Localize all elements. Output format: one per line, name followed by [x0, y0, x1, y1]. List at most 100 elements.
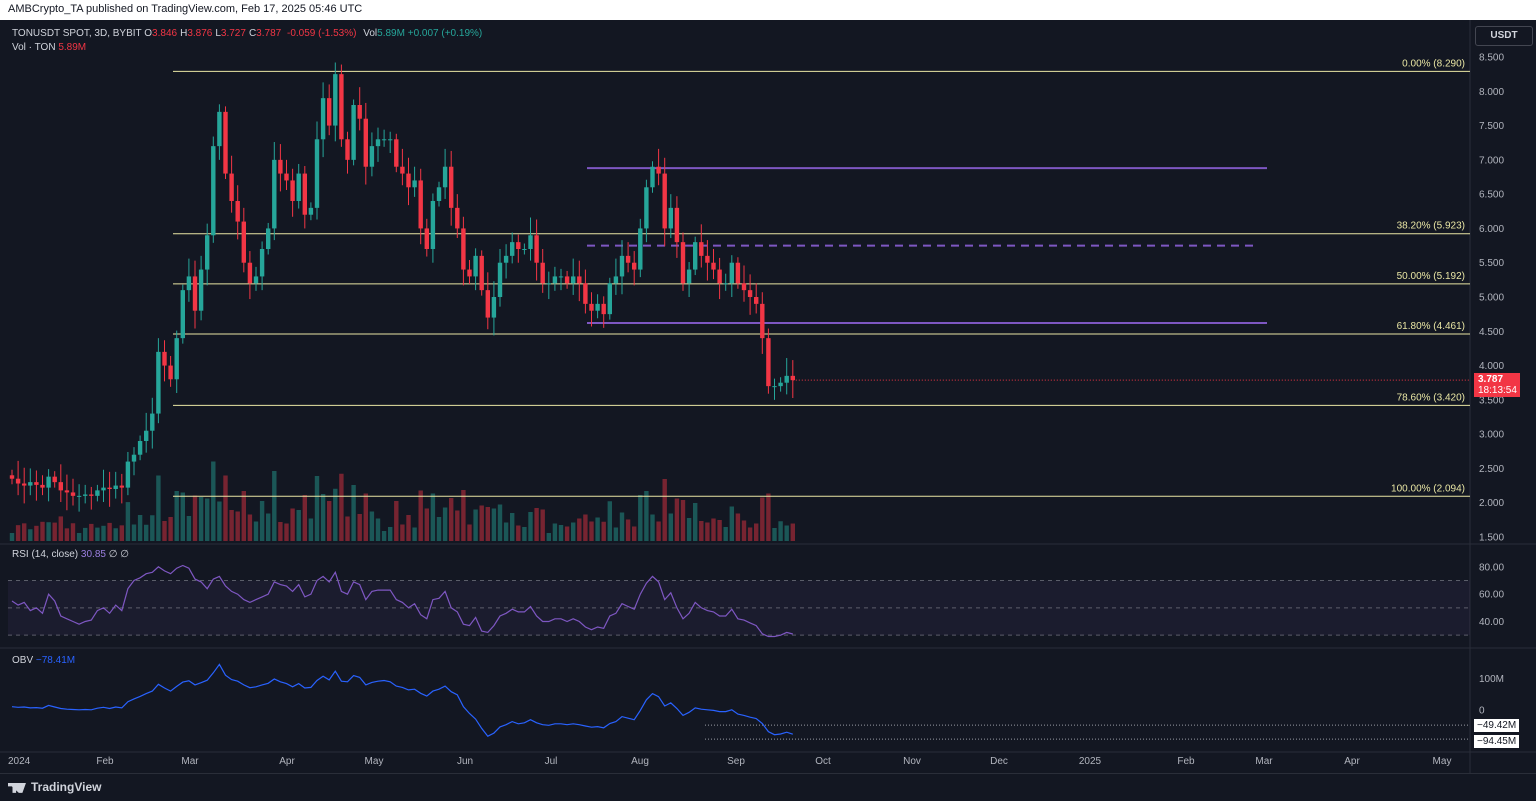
- volume-bar: [564, 526, 570, 541]
- volume-bar: [485, 507, 490, 541]
- candle-body: [125, 461, 131, 488]
- volume-bar: [217, 501, 222, 541]
- candle-body: [699, 242, 704, 256]
- candle-body: [766, 338, 771, 387]
- candle-body: [247, 262, 253, 284]
- time-tick-label: Oct: [815, 756, 831, 767]
- price-chart[interactable]: 8.500 8.000 7.500 7.000 6.500 6.000 5.500 5.000…: [0, 20, 1536, 773]
- candle-body: [320, 98, 326, 140]
- volume-bar: [9, 533, 15, 541]
- volume-bar: [339, 473, 344, 541]
- price-tick-label: 7.500: [1479, 121, 1504, 132]
- candle-body: [101, 487, 106, 491]
- volume-bar: [205, 498, 210, 541]
- bar-countdown: 18:13:54: [1478, 385, 1517, 396]
- publish-bar: AMBCrypto_TA published on TradingView.co…: [0, 0, 1536, 20]
- candle-body: [455, 207, 460, 229]
- candle-body: [9, 475, 15, 479]
- volume-bar: [656, 521, 661, 541]
- candle-body: [144, 430, 149, 441]
- volume-bar: [412, 527, 417, 541]
- volume-bar: [259, 501, 265, 541]
- volume-bar: [308, 518, 314, 541]
- tradingview-icon: [8, 782, 26, 793]
- volume-bar: [613, 527, 619, 541]
- candle-body: [558, 276, 564, 278]
- volume-bar: [235, 511, 240, 541]
- rsi-tick-label: 40.00: [1479, 617, 1504, 628]
- footer-bar: TradingView: [0, 773, 1536, 801]
- time-tick-label: 2025: [1079, 756, 1102, 767]
- volume-bar: [595, 517, 600, 541]
- candle-body: [406, 173, 411, 188]
- candle-body: [278, 159, 283, 174]
- time-tick-label: May: [365, 756, 384, 767]
- candle-body: [442, 166, 448, 188]
- volume-bar: [119, 525, 124, 541]
- volume-bar: [680, 500, 686, 541]
- candle-body: [223, 111, 228, 174]
- volume-value: 5.89M: [377, 28, 405, 39]
- volume-bar: [131, 524, 137, 541]
- volume-bar: [76, 533, 82, 541]
- volume-bar: [497, 504, 503, 541]
- candle-body: [253, 276, 259, 284]
- time-tick-label: Feb: [96, 756, 114, 767]
- volume-bar: [156, 475, 161, 541]
- volume-bar: [601, 521, 606, 541]
- volume-bar: [223, 475, 228, 541]
- currency-selector[interactable]: USDT: [1475, 26, 1533, 46]
- candle-body: [741, 283, 747, 291]
- volume-bar: [113, 528, 118, 541]
- time-tick-label: Mar: [181, 756, 199, 767]
- volume-bar: [717, 520, 722, 541]
- volume-bar: [162, 521, 167, 541]
- ohlc-val: 3.846: [152, 28, 178, 39]
- tradingview-logo[interactable]: TradingView: [8, 780, 101, 794]
- candle-body: [52, 476, 57, 483]
- volume-bar: [632, 526, 637, 541]
- volume-bar: [388, 527, 393, 541]
- candle-body: [296, 173, 301, 201]
- volume-bar: [95, 527, 100, 541]
- candle-body: [150, 413, 155, 431]
- rsi-tick-label: 60.00: [1479, 590, 1504, 601]
- candle-body: [613, 276, 619, 284]
- candle-body: [510, 242, 515, 256]
- candle-body: [747, 290, 753, 297]
- price-tick-label: 4.500: [1479, 327, 1504, 338]
- volume-bar: [28, 529, 33, 541]
- volume-label: Vol: [363, 28, 378, 39]
- volume-bar: [522, 527, 527, 541]
- candle-body: [205, 235, 210, 270]
- candle-body: [266, 228, 271, 249]
- volume-bar: [583, 514, 588, 541]
- candle-body: [497, 262, 503, 297]
- volume-bar: [540, 509, 545, 541]
- candle-body: [381, 139, 387, 141]
- price-tick-label: 8.000: [1479, 87, 1504, 98]
- volume-bar: [723, 527, 728, 541]
- volume-bar: [449, 498, 454, 541]
- volume-bar: [186, 516, 192, 541]
- volume-bar: [406, 515, 411, 541]
- volume-bar: [168, 517, 173, 541]
- candle-body: [540, 262, 545, 284]
- candle-body: [650, 166, 655, 188]
- volume-bar: [589, 521, 594, 541]
- obv-tick-label: 100M: [1479, 674, 1504, 685]
- candle-body: [284, 173, 289, 181]
- candle-body: [162, 351, 167, 366]
- candle-body: [479, 255, 484, 291]
- volume-bar: [534, 508, 539, 541]
- candle-body: [345, 139, 350, 160]
- candle-body: [595, 303, 600, 311]
- time-tick-label: Mar: [1255, 756, 1273, 767]
- volume-bar: [516, 525, 521, 541]
- rsi-value: 30.85: [80, 549, 106, 560]
- volume-bar: [327, 501, 332, 541]
- candle-body: [241, 221, 246, 263]
- volume-bar: [15, 525, 21, 541]
- volume-bar: [424, 508, 429, 541]
- candle-body: [717, 269, 722, 284]
